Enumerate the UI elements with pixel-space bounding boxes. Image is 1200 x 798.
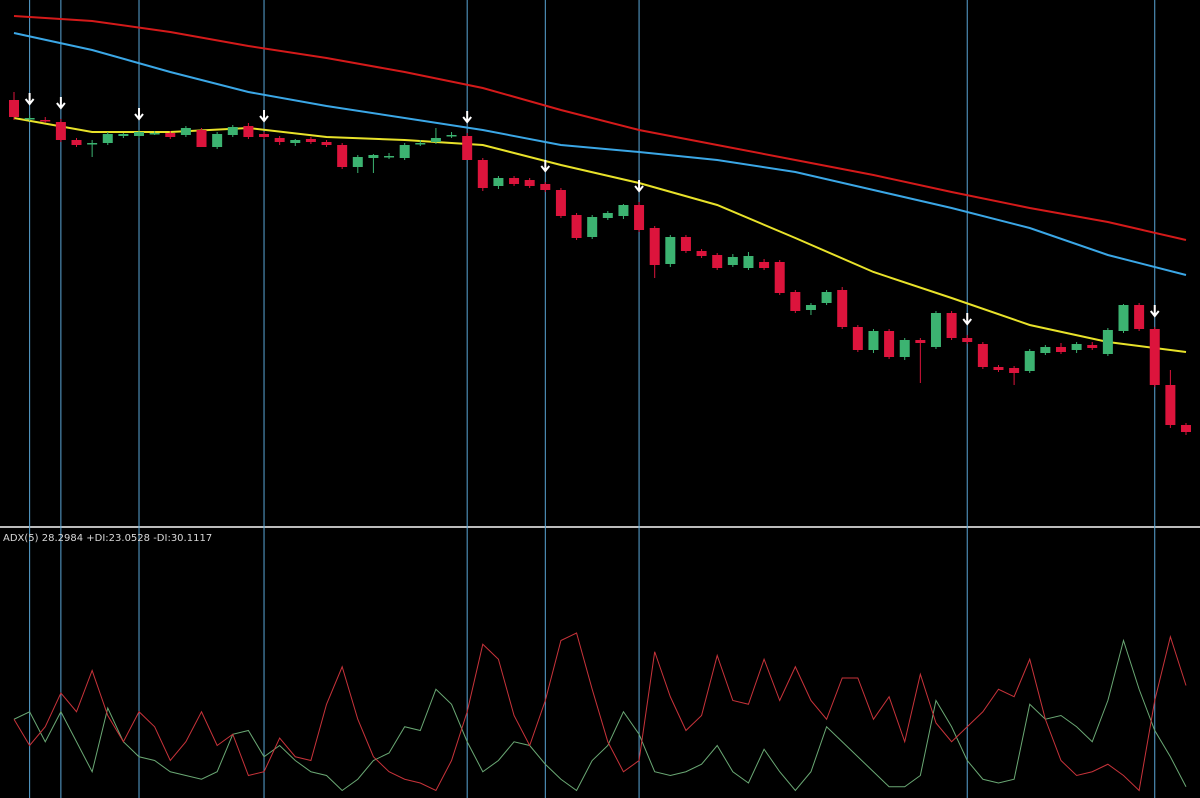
candle-body [337,145,348,167]
moving-average [13,32,1187,276]
candle-body [852,327,863,350]
candle-body [1009,368,1020,373]
candle-body [915,340,926,343]
signal-arrow [1149,305,1160,318]
signal-arrow [134,108,144,121]
candle-body [993,367,1004,370]
signal-arrow [540,160,551,173]
candle-body [1118,305,1129,331]
candle-body [930,313,941,347]
candle-body [868,331,879,350]
candle-body [259,134,270,137]
candle-body [384,156,395,158]
candle-body [55,122,66,140]
signal-arrow [462,111,472,124]
candle-body [1165,385,1176,425]
candle-body [555,190,566,216]
candle-body [165,133,176,137]
candle-body [837,290,848,327]
candle-body [680,237,691,251]
candle-body [727,257,738,265]
candle-body [71,140,82,145]
signal-arrow [634,180,644,193]
candle-body [540,184,551,190]
candle-body [634,205,645,230]
candle-body [1102,330,1113,354]
candle-body [759,262,770,268]
candle-body [1024,351,1035,371]
candle-body [462,136,473,160]
candle-body [352,157,363,167]
candle-body [430,138,441,142]
candle-body [743,256,754,268]
candle-body [884,331,895,357]
candle-body [212,134,223,147]
candle-body [1071,344,1082,350]
candle-body [665,237,676,264]
candle-body [821,292,832,303]
indicator-label: ADX(5) 28.2984 +DI:23.0528 -DI:30.1117 [3,533,212,544]
candle-body [399,145,410,158]
candle-body [774,262,785,293]
candle-body [571,215,582,238]
candle-body [1181,425,1191,432]
candle-body [477,160,488,188]
candle-body [227,127,238,135]
candle-body [977,344,988,367]
candle-body [696,251,707,256]
candle-body [1149,329,1160,385]
candle-body [1087,345,1098,348]
candle-body [102,134,113,143]
signal-arrow [56,97,66,110]
candle-body [790,292,801,311]
candle-body [524,180,535,186]
candle-body [87,143,98,145]
candle-body [9,100,19,117]
candle-body [415,143,426,145]
candle-body [274,138,285,142]
signal-arrow [962,313,973,326]
candle-body [712,255,723,268]
candle-body [149,133,160,135]
candle-body [805,305,816,310]
candle-body [290,140,301,143]
candle-body [24,118,35,120]
candle-body [368,155,379,158]
candle-body [305,139,316,142]
candle-body [446,135,457,137]
moving-average [13,117,1187,353]
candle-body [587,217,598,237]
candle-body [946,313,957,338]
candle-body [196,130,207,147]
candle-body [243,126,254,137]
candle-body [321,142,332,145]
candle-body [509,178,520,184]
candle-body [649,228,660,265]
moving-average [13,15,1187,241]
candle-body [1040,347,1051,353]
candle-body [40,120,51,122]
candle-body [618,205,629,216]
candle-body [493,178,504,186]
candle-body [899,340,910,357]
signal-arrow [259,110,269,123]
candle-body [134,132,145,136]
candle-body [1055,347,1066,352]
candle-body [180,128,191,135]
signal-arrow [24,93,35,106]
indicator-line [13,632,1187,792]
candle-body [962,338,973,342]
candle-body [118,134,129,136]
candle-body [1134,305,1145,329]
indicator-line [13,638,1187,792]
candle-body [602,213,613,218]
